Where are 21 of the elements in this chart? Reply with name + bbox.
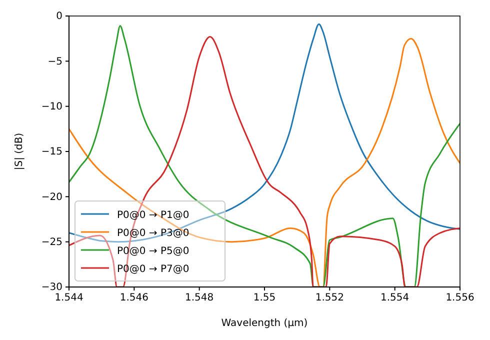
x-tick-label: 1.548: [185, 292, 214, 304]
legend-label: P0@0 → P3@0: [117, 228, 190, 239]
y-tick-label: 0: [56, 11, 62, 22]
legend-label: P0@0 → P1@0: [117, 210, 190, 221]
x-tick-label: 1.554: [380, 292, 410, 304]
x-tick-label: 1.544: [54, 292, 84, 304]
y-axis-title: |S| (dB): [14, 132, 25, 170]
y-tick-label: −5: [48, 56, 62, 68]
y-tick-label: −15: [41, 146, 62, 158]
line-series: [69, 23, 460, 243]
x-tick-label: 1.546: [120, 292, 148, 304]
x-tick-label: 1.552: [315, 292, 344, 304]
y-tick-label: −30: [41, 282, 62, 294]
x-axis-title: Wavelength (μm): [221, 318, 308, 329]
y-tick-label: −25: [41, 237, 62, 248]
y-tick-label: −20: [41, 192, 62, 203]
legend-label: P0@0 → P5@0: [117, 246, 190, 257]
x-tick-label: 1.55: [253, 292, 276, 304]
legend-label: P0@0 → P7@0: [117, 264, 190, 275]
x-tick-label: 1.556: [446, 292, 474, 304]
y-tick-label: −10: [41, 102, 62, 113]
